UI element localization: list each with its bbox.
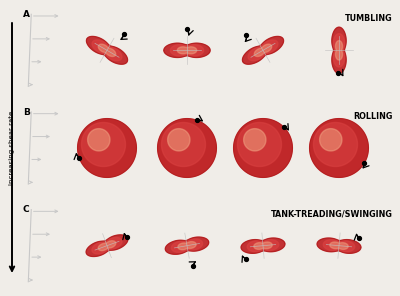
Polygon shape — [92, 237, 122, 254]
Polygon shape — [164, 43, 210, 57]
Polygon shape — [177, 47, 197, 54]
Polygon shape — [165, 237, 209, 254]
Polygon shape — [238, 123, 282, 166]
Polygon shape — [171, 239, 203, 252]
Text: TANK-TREADING/SWINGING: TANK-TREADING/SWINGING — [271, 209, 392, 218]
Polygon shape — [248, 40, 278, 61]
Polygon shape — [330, 242, 348, 250]
Polygon shape — [86, 36, 128, 64]
Polygon shape — [247, 240, 279, 252]
Polygon shape — [241, 238, 285, 253]
Text: Increasing shear rate: Increasing shear rate — [9, 111, 15, 185]
Polygon shape — [336, 41, 342, 60]
Text: TUMBLING: TUMBLING — [345, 14, 392, 23]
Polygon shape — [98, 241, 116, 251]
Polygon shape — [317, 238, 361, 253]
Polygon shape — [314, 123, 358, 166]
Text: ROLLING: ROLLING — [353, 112, 392, 121]
Polygon shape — [310, 119, 368, 177]
Polygon shape — [82, 123, 126, 166]
Text: B: B — [23, 108, 30, 117]
Text: A: A — [23, 10, 30, 19]
Polygon shape — [158, 119, 216, 177]
Polygon shape — [170, 45, 204, 56]
Polygon shape — [323, 240, 355, 252]
Polygon shape — [168, 129, 190, 151]
Polygon shape — [254, 44, 272, 57]
Text: C: C — [23, 205, 30, 214]
Polygon shape — [244, 129, 266, 151]
Polygon shape — [92, 40, 122, 61]
Polygon shape — [254, 242, 272, 250]
Polygon shape — [162, 123, 206, 166]
Polygon shape — [98, 44, 116, 57]
Polygon shape — [234, 119, 292, 177]
Polygon shape — [332, 27, 346, 73]
Polygon shape — [88, 129, 110, 151]
Polygon shape — [333, 34, 345, 67]
Polygon shape — [178, 242, 196, 250]
Polygon shape — [320, 129, 342, 151]
Polygon shape — [242, 36, 284, 64]
Polygon shape — [86, 235, 128, 256]
Polygon shape — [78, 119, 136, 177]
